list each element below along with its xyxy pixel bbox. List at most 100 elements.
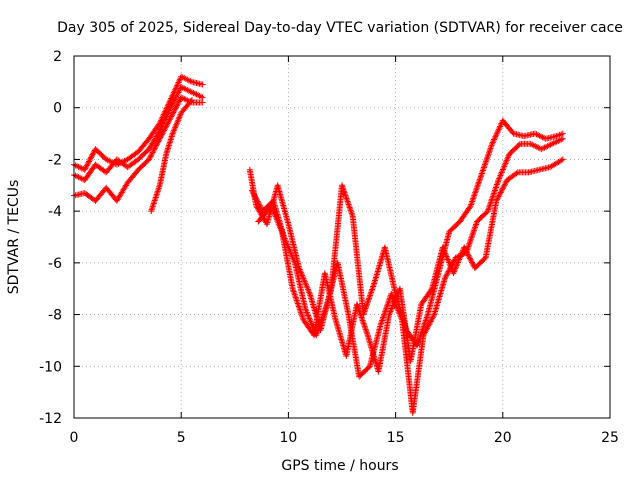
data-point — [156, 137, 163, 144]
data-point — [493, 183, 500, 190]
data-point — [421, 330, 428, 337]
data-point — [293, 297, 300, 304]
data-point — [341, 188, 348, 195]
data-point — [495, 127, 502, 134]
data-point — [150, 202, 157, 209]
data-point — [430, 312, 437, 319]
data-point — [340, 186, 347, 193]
data-point — [379, 316, 386, 323]
data-point — [467, 237, 474, 244]
data-point — [491, 135, 498, 142]
data-point — [493, 181, 500, 188]
data-point — [471, 227, 478, 234]
data-point — [490, 138, 497, 145]
data-point — [471, 225, 478, 232]
data-point — [357, 311, 364, 318]
data-point — [364, 299, 371, 306]
data-point — [481, 161, 488, 168]
data-point — [385, 299, 392, 306]
x-tick-label: 5 — [177, 430, 186, 446]
data-point — [255, 199, 262, 206]
data-point — [558, 157, 565, 164]
data-point — [559, 135, 566, 142]
data-point — [317, 320, 324, 327]
data-point — [176, 112, 183, 119]
data-point — [163, 123, 170, 130]
data-point — [425, 322, 432, 329]
data-point — [149, 205, 156, 212]
data-point — [174, 80, 181, 87]
data-point — [378, 320, 385, 327]
data-point — [424, 325, 431, 332]
data-point — [292, 294, 299, 301]
data-point — [466, 240, 473, 247]
data-point — [152, 194, 159, 201]
data-point — [175, 115, 182, 122]
data-point — [478, 171, 485, 178]
data-point — [487, 146, 494, 153]
series-track-6 — [248, 135, 566, 416]
data-point — [471, 191, 478, 198]
data-point — [361, 323, 368, 330]
data-point — [175, 79, 182, 86]
data-point — [253, 195, 260, 202]
data-point — [349, 211, 356, 218]
data-point — [474, 183, 481, 190]
data-point — [176, 114, 183, 121]
data-point — [176, 98, 183, 105]
data-point — [199, 81, 206, 88]
data-point — [167, 115, 174, 122]
data-point — [442, 273, 449, 280]
x-tick-label: 25 — [601, 430, 619, 446]
data-point — [299, 313, 306, 320]
data-point — [486, 148, 493, 155]
data-point — [82, 165, 89, 172]
data-point — [362, 304, 369, 311]
data-point — [166, 117, 173, 124]
data-point — [251, 192, 258, 199]
data-point — [498, 188, 505, 195]
data-point — [88, 152, 95, 159]
data-point — [344, 198, 351, 205]
data-point — [469, 260, 476, 267]
data-point — [365, 298, 372, 305]
data-point — [174, 90, 181, 97]
data-point — [484, 152, 491, 159]
data-point — [146, 155, 153, 162]
data-point — [423, 326, 430, 333]
data-point — [175, 99, 182, 106]
data-point — [250, 190, 257, 197]
data-point — [154, 189, 161, 196]
data-point — [151, 199, 158, 206]
data-point — [421, 320, 428, 327]
data-point — [173, 93, 180, 100]
data-point — [168, 112, 175, 119]
data-point — [291, 290, 298, 297]
plot-data — [71, 73, 566, 416]
y-tick-label: -12 — [39, 411, 62, 427]
data-point — [513, 170, 520, 177]
data-point — [500, 184, 507, 191]
data-point — [292, 293, 299, 300]
data-point — [168, 103, 175, 110]
data-point — [461, 244, 468, 251]
data-point — [427, 318, 434, 325]
data-point — [169, 130, 176, 137]
chart-title: Day 305 of 2025, Sidereal Day-to-day VTE… — [57, 20, 623, 36]
data-point — [428, 317, 435, 324]
data-point — [173, 92, 180, 99]
data-point — [356, 307, 363, 314]
data-point — [169, 100, 176, 107]
data-point — [295, 303, 302, 310]
data-point — [484, 154, 491, 161]
data-point — [149, 203, 156, 210]
data-point — [299, 315, 306, 322]
data-point — [465, 242, 472, 249]
data-point — [490, 191, 497, 198]
data-point — [486, 149, 493, 156]
data-point — [366, 293, 373, 300]
data-point — [297, 307, 304, 314]
data-point — [494, 195, 501, 202]
data-point — [289, 285, 296, 292]
